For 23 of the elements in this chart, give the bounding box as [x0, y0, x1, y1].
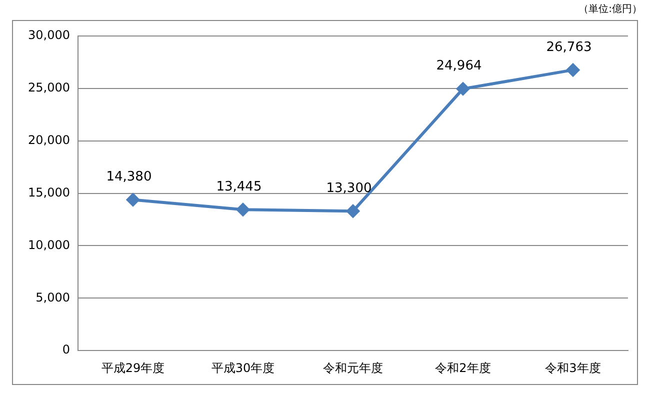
y-tick-label: 5,000	[36, 290, 70, 304]
y-tick-label: 20,000	[28, 132, 70, 147]
x-tick-label: 平成30年度	[211, 360, 275, 375]
x-tick-label: 令和元年度	[322, 360, 383, 375]
data-label: 14,380	[106, 170, 152, 185]
data-label: 13,300	[326, 181, 372, 196]
y-tick-label: 30,000	[28, 28, 70, 42]
point	[456, 82, 470, 96]
point	[126, 193, 140, 206]
y-tick-label: 10,000	[28, 238, 70, 252]
y-tick-label: 25,000	[28, 80, 70, 95]
text: （単位:億円）	[578, 2, 642, 16]
y-tick-label: 0	[62, 342, 70, 357]
x-tick-label: 令和3年度	[545, 360, 601, 375]
x-tick-label: 令和2年度	[435, 360, 491, 375]
y-tick-label: 15,000	[28, 185, 70, 200]
data-label: 13,445	[216, 179, 262, 194]
data-label: 24,964	[436, 58, 482, 74]
data-label: 26,763	[546, 40, 592, 55]
point	[566, 63, 580, 76]
point	[346, 204, 360, 218]
x-tick-label: 平成29年度	[101, 360, 165, 375]
point	[236, 203, 250, 216]
